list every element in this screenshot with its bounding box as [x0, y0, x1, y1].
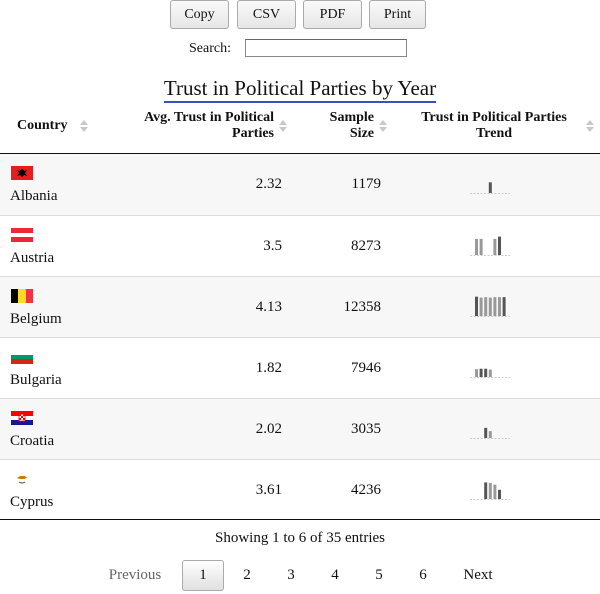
avg-trust-value: 4.13: [255, 299, 282, 315]
trend-sparkline: [470, 368, 510, 378]
avg-trust-value: 2.32: [255, 176, 282, 192]
column-header-sample-size-label: Sample Size: [329, 110, 374, 141]
column-header-avg-trust[interactable]: Avg. Trust in Political Parties: [110, 110, 274, 142]
country-name: Bulgaria: [10, 372, 62, 388]
sparkline-bar: [479, 238, 483, 255]
sparkline-bar: [488, 182, 492, 193]
table-row: Belgium 4.13 12358: [0, 276, 600, 337]
column-header-country-label: Country: [17, 118, 68, 133]
column-header-trend[interactable]: Trust in Political Parties Trend: [404, 110, 584, 142]
cyprus-flag-icon: [11, 472, 33, 486]
country-name: Albania: [10, 188, 58, 204]
pagination: Previous 1 2 3 4 5 6 Next: [0, 560, 600, 592]
sort-icon[interactable]: [80, 120, 88, 134]
sparkline-bar: [475, 296, 478, 316]
page-button-4[interactable]: 4: [331, 567, 339, 583]
sparkline-bar: [484, 297, 488, 316]
sample-size-value: 4236: [351, 482, 381, 498]
trend-sparkline: [470, 296, 510, 317]
sparkline-bar: [493, 238, 497, 255]
column-header-sample-size[interactable]: Sample Size: [310, 110, 374, 142]
table-title-text: Trust in Political Parties by Year: [163, 76, 437, 103]
csv-button[interactable]: CSV: [237, 0, 296, 29]
page-button-6[interactable]: 6: [419, 567, 427, 583]
bulgaria-flag-icon: [11, 350, 33, 364]
copy-button[interactable]: Copy: [170, 0, 229, 29]
page-button-3[interactable]: 3: [287, 567, 295, 583]
previous-button[interactable]: Previous: [108, 567, 162, 583]
trend-sparkline: [470, 182, 510, 194]
table-header: Country Avg. Trust in Political Parties …: [0, 107, 600, 154]
country-name: Croatia: [10, 433, 55, 449]
table-row: Cyprus 3.61 4236: [0, 459, 600, 520]
avg-trust-value: 2.02: [255, 421, 282, 437]
table-row: Croatia 2.02 3035: [0, 398, 600, 459]
sparkline-bar: [502, 297, 506, 316]
column-header-country[interactable]: Country: [17, 118, 68, 134]
sparkline-bar: [479, 368, 483, 377]
table-row: Austria 3.5 8273: [0, 215, 600, 276]
page-button-1[interactable]: 1: [182, 560, 224, 591]
trend-sparkline: [470, 236, 510, 256]
avg-trust-value: 3.61: [255, 482, 282, 498]
country-name: Cyprus: [10, 494, 54, 510]
sort-icon[interactable]: [279, 120, 287, 134]
sparkline-bar: [498, 236, 501, 255]
sparkline-bar: [484, 368, 488, 377]
sparkline-bar: [484, 482, 488, 499]
sparkline-bar: [488, 369, 492, 377]
avg-trust-value: 1.82: [255, 360, 282, 376]
trend-sparkline: [470, 482, 510, 500]
sparkline-bar: [498, 297, 501, 316]
sort-icon[interactable]: [586, 120, 594, 134]
sparkline-bar: [493, 297, 497, 316]
trend-sparkline: [470, 427, 510, 439]
sample-size-value: 12358: [343, 299, 382, 315]
table-row: Bulgaria 1.82 7946: [0, 337, 600, 398]
sample-size-value: 3035: [351, 421, 381, 437]
sparkline-bar: [488, 431, 492, 438]
sparkline-bar: [493, 484, 497, 499]
table-bottom-border: [0, 519, 600, 520]
sparkline-bar: [488, 482, 492, 499]
sparkline-bar: [498, 489, 501, 499]
pdf-button[interactable]: PDF: [303, 0, 362, 29]
avg-trust-value: 3.5: [263, 238, 282, 254]
country-name: Austria: [10, 250, 55, 266]
export-toolbar: Copy CSV PDF Print: [0, 0, 600, 31]
column-header-avg-trust-label: Avg. Trust in Political Parties: [144, 110, 274, 141]
print-button[interactable]: Print: [369, 0, 426, 29]
sample-size-value: 8273: [351, 238, 381, 254]
search-row: Search:: [0, 39, 600, 61]
page-button-2[interactable]: 2: [243, 567, 251, 583]
albania-flag-icon: [11, 166, 33, 180]
sample-size-value: 7946: [351, 360, 381, 376]
austria-flag-icon: [11, 228, 33, 242]
table-title: Trust in Political Parties by Year: [0, 76, 600, 103]
table-row: Albania 2.32 1179: [0, 154, 600, 215]
column-header-trend-label: Trust in Political Parties Trend: [421, 110, 567, 141]
belgium-flag-icon: [11, 289, 33, 303]
sparkline-bar: [475, 369, 478, 377]
search-input[interactable]: [245, 39, 407, 57]
next-button[interactable]: Next: [463, 567, 493, 583]
table-info: Showing 1 to 6 of 35 entries: [215, 530, 385, 546]
sparkline-bar: [479, 297, 483, 316]
sparkline-bar: [475, 238, 478, 255]
sparkline-bar: [484, 427, 488, 438]
sparkline-bar: [488, 297, 492, 316]
sort-icon[interactable]: [379, 120, 387, 134]
sample-size-value: 1179: [351, 176, 381, 192]
croatia-flag-icon: [11, 411, 33, 425]
country-name: Belgium: [10, 311, 62, 327]
search-label: Search:: [189, 41, 231, 56]
page-button-5[interactable]: 5: [375, 567, 383, 583]
